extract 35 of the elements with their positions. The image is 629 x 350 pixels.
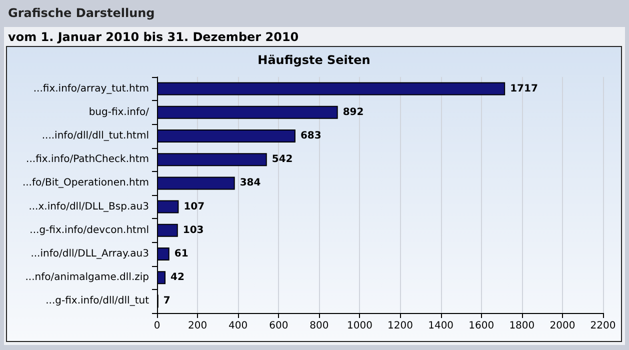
data-label: 107 xyxy=(184,201,205,212)
x-tick-label: 800 xyxy=(310,320,329,332)
data-label: 542 xyxy=(272,154,293,166)
y-tick-label: ...fix.info/PathCheck.htm xyxy=(26,154,149,166)
chart-title: Häufigste Seiten xyxy=(258,53,370,67)
data-label: 683 xyxy=(300,130,322,142)
x-tick-label: 200 xyxy=(188,320,208,332)
y-tick-label: ...nfo/animalgame.dll.zip xyxy=(25,272,149,284)
y-tick-label: ...info/dll/DLL_Array.au3 xyxy=(30,248,149,260)
data-label: 1717 xyxy=(510,83,538,94)
y-tick-label: ...fo/Bit_Operationen.htm xyxy=(22,178,149,189)
data-label: 42 xyxy=(170,272,184,284)
data-label: 7 xyxy=(163,296,170,307)
x-tick-label: 0 xyxy=(154,320,160,332)
x-tick-label: 1000 xyxy=(347,320,372,332)
data-label: 384 xyxy=(240,178,261,189)
y-tick-label: ...g-fix.info/devcon.html xyxy=(30,224,149,236)
x-tick-label: 2200 xyxy=(590,320,616,332)
x-tick-label: 400 xyxy=(228,320,248,332)
x-tick-label: 1200 xyxy=(388,320,413,332)
text: vom 1. Januar 2010 bis 31. Dezember 2010 xyxy=(8,30,299,44)
x-tick-label: 1400 xyxy=(428,320,454,332)
x-tick-label: 2000 xyxy=(550,320,576,332)
text: Grafische Darstellung xyxy=(8,6,155,20)
y-tick-label: ....info/dll/dll_tut.html xyxy=(42,130,149,142)
y-tick-label: ...x.info/dll/DLL_Bsp.au3 xyxy=(28,201,149,212)
x-tick-label: 1800 xyxy=(509,320,535,332)
data-label: 103 xyxy=(182,224,204,236)
y-tick-label: ...fix.info/array_tut.htm xyxy=(33,83,149,94)
data-label: 892 xyxy=(342,106,364,118)
x-tick-label: 1600 xyxy=(468,320,494,332)
data-label: 61 xyxy=(174,248,188,260)
y-tick-label: ...g-fix.info/dll/dll_tut xyxy=(46,296,150,307)
x-tick-label: 600 xyxy=(269,320,288,332)
y-tick-label: bug-fix.info/ xyxy=(88,106,150,118)
